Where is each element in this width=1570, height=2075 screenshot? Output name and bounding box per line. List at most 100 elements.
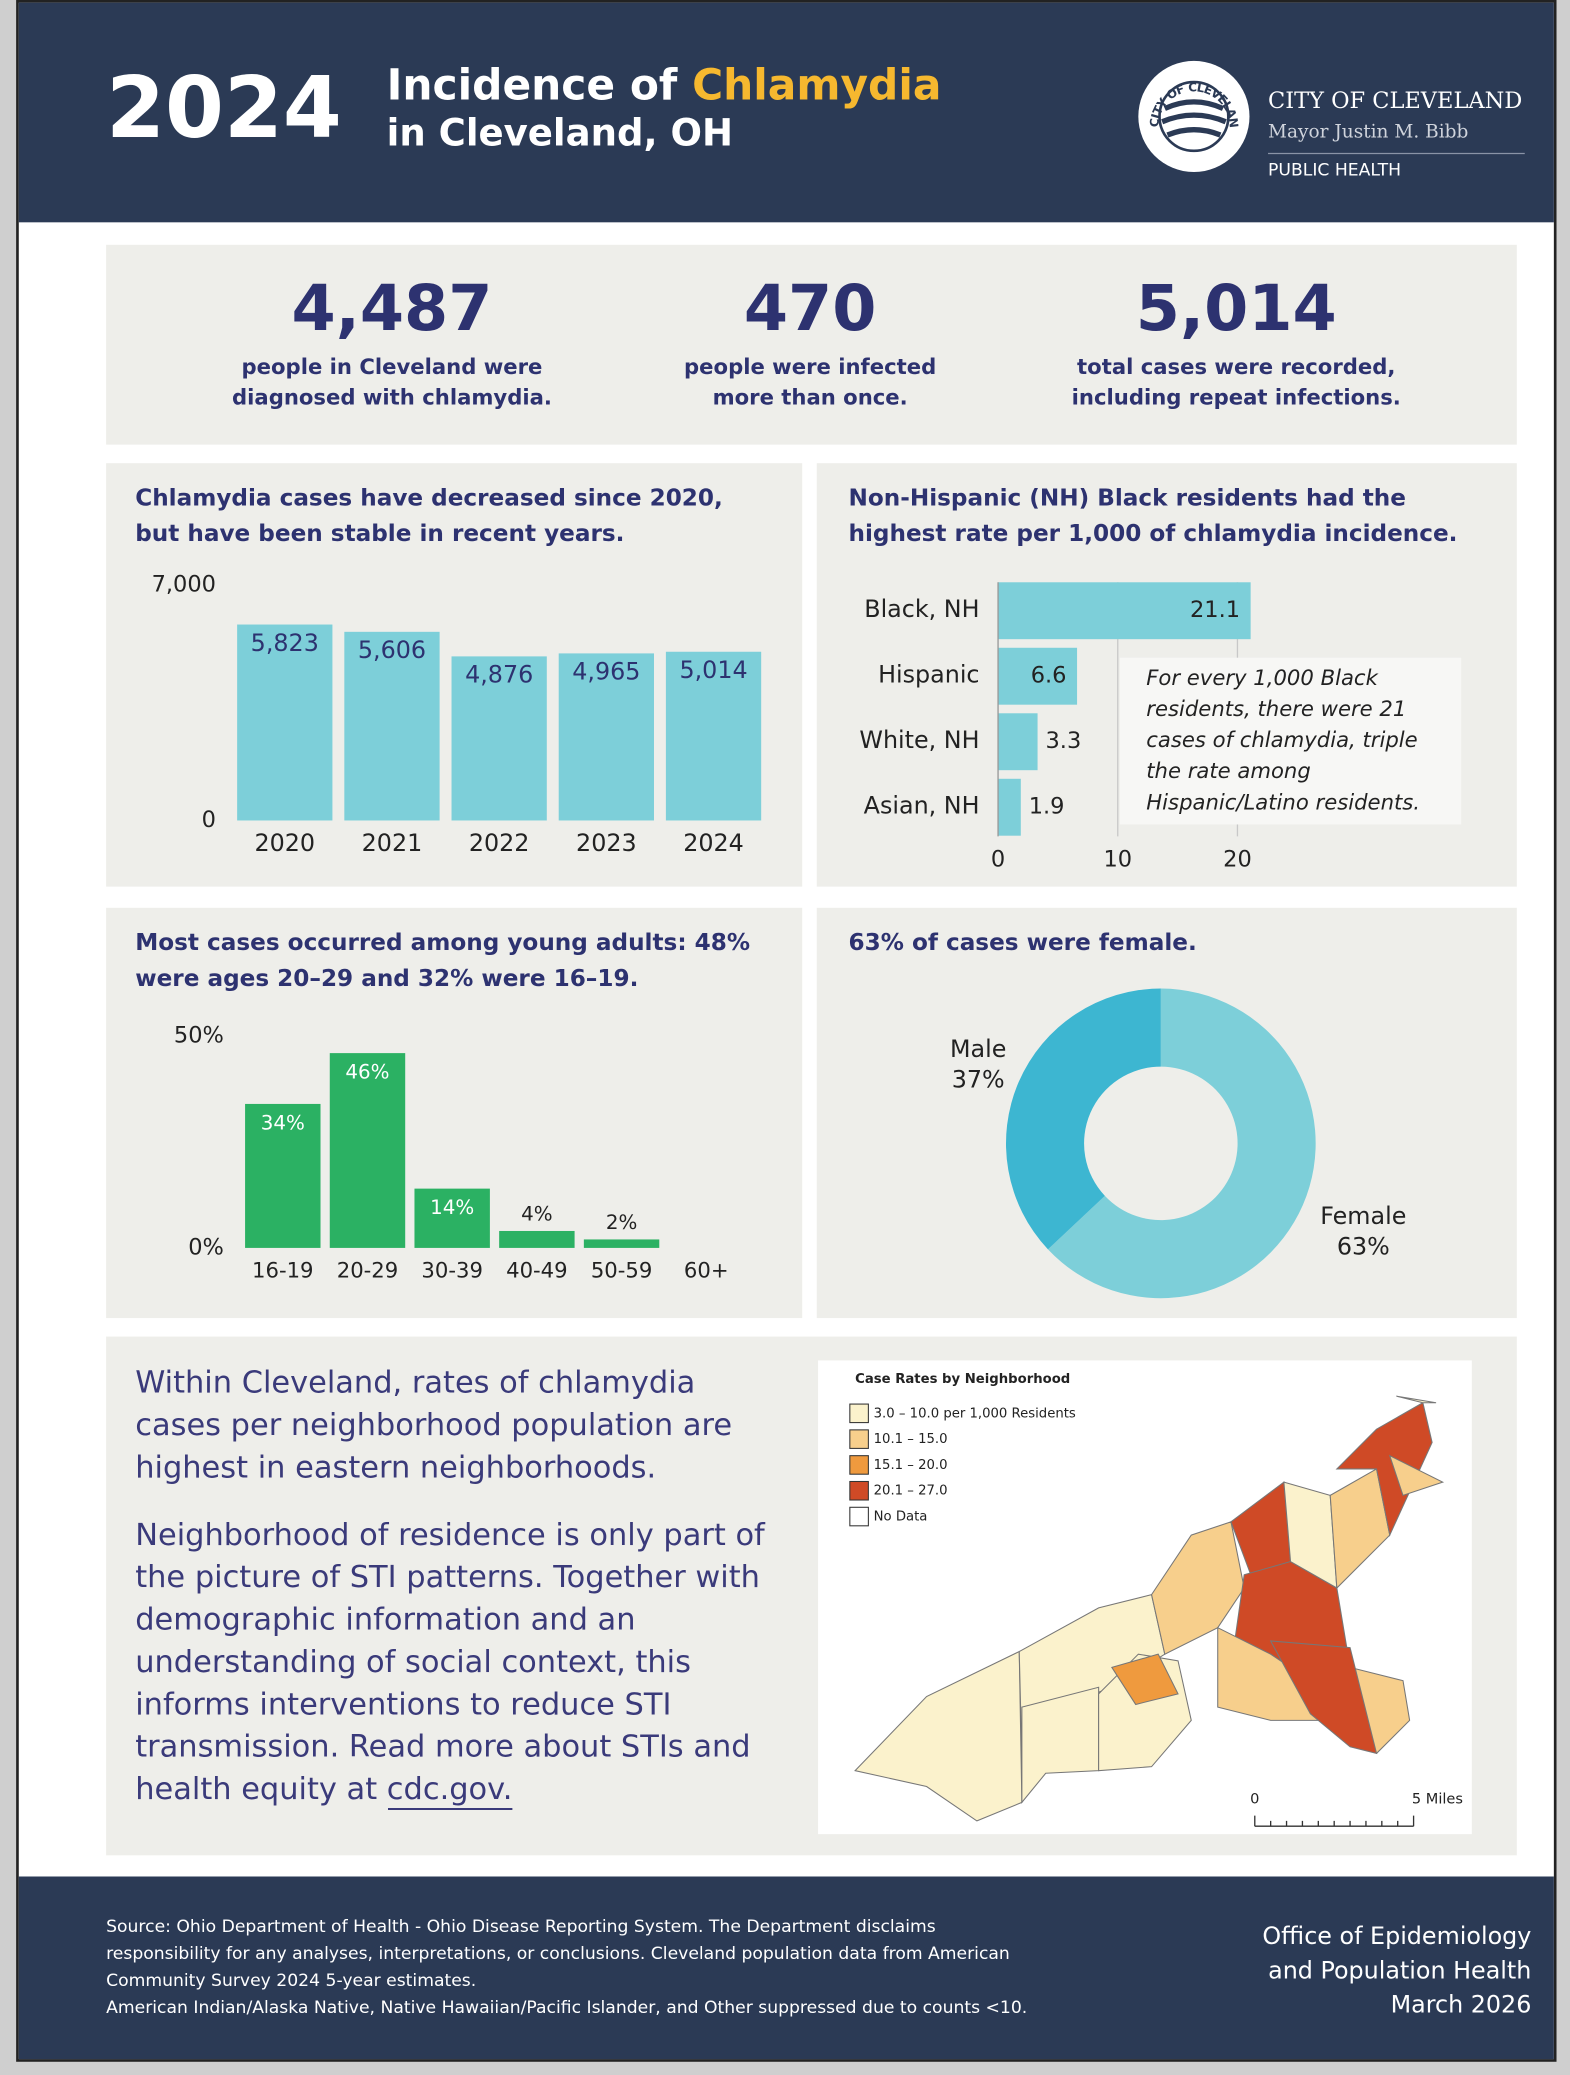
map xyxy=(854,1395,1445,1822)
bar xyxy=(998,778,1021,836)
legend-swatch xyxy=(849,1480,869,1501)
value-label: 3.3 xyxy=(1045,728,1081,754)
value-label: 5,014 xyxy=(679,656,747,684)
paragraph: informs interventions to reduce STI xyxy=(135,1687,671,1722)
y-tick-label: Hispanic xyxy=(878,661,979,689)
paragraph: the picture of STI patterns. Together wi… xyxy=(135,1560,760,1595)
annotation: residents, there were 21 xyxy=(1146,696,1406,721)
x-tick-label: 20 xyxy=(1223,847,1252,873)
seal-stripes xyxy=(1161,99,1227,138)
value-label: 5,823 xyxy=(251,629,319,657)
donut-slice xyxy=(1005,988,1161,1250)
chart-title: Most cases occurred among young adults: … xyxy=(135,930,750,956)
stat-value: 4,487 xyxy=(292,271,493,345)
y-tick-label: 0% xyxy=(188,1234,224,1260)
paragraph: demographic information and an xyxy=(135,1603,635,1638)
footer-source: Community Survey 2024 5-year estimates. xyxy=(106,1971,476,1991)
x-tick-label: 60+ xyxy=(684,1258,729,1283)
footer-band xyxy=(18,1876,1554,2060)
y-tick-label: 7,000 xyxy=(152,571,216,597)
value-label: 4,965 xyxy=(572,658,640,686)
x-tick-label: 10 xyxy=(1103,847,1132,873)
map-area xyxy=(1269,1640,1378,1755)
x-tick-label: 20-29 xyxy=(337,1258,398,1283)
year: 2024 xyxy=(106,58,342,157)
stat-label: people were infected xyxy=(684,354,936,379)
bar xyxy=(237,624,333,821)
legend-label: No Data xyxy=(874,1510,928,1525)
paragraph: cases per neighborhood population are xyxy=(135,1408,732,1443)
scale-label: 5 Miles xyxy=(1412,1791,1463,1808)
paragraph: Neighborhood of residence is only part o… xyxy=(135,1518,766,1553)
y-tick-label: Black, NH xyxy=(864,595,979,623)
x-tick-label: 30-39 xyxy=(421,1258,482,1283)
stat-value: 470 xyxy=(744,271,877,345)
header-band xyxy=(18,2,1554,223)
value-label: 14% xyxy=(430,1196,474,1219)
map-area xyxy=(1396,1395,1437,1404)
annotation: the rate among xyxy=(1146,758,1311,783)
title-line2: in Cleveland, OH xyxy=(387,111,733,154)
x-tick-label: 50-59 xyxy=(591,1258,652,1283)
footer-source: responsibility for any analyses, interpr… xyxy=(106,1944,1010,1964)
value-label: 6.6 xyxy=(1031,663,1067,689)
footer-source: American Indian/Alaska Native, Native Ha… xyxy=(106,1998,1027,2018)
bar xyxy=(414,1188,490,1248)
value-label: 4,876 xyxy=(465,661,533,689)
bar xyxy=(998,713,1038,771)
map-area xyxy=(1021,1686,1100,1804)
legend-label: 15.1 – 20.0 xyxy=(874,1458,948,1473)
stat-label: total cases were recorded, xyxy=(1077,354,1395,379)
value-label: 4% xyxy=(521,1203,552,1226)
legend-label: 20.1 – 27.0 xyxy=(874,1484,948,1499)
x-tick-label: 2022 xyxy=(469,829,530,857)
paragraph: health equity at cdc.gov. xyxy=(135,1772,512,1807)
chart-title: Chlamydia cases have decreased since 202… xyxy=(135,485,723,511)
title-start: Incidence of xyxy=(387,60,692,109)
y-tick-label: White, NH xyxy=(859,726,979,754)
bar xyxy=(329,1053,406,1248)
bar xyxy=(558,653,654,821)
paragraph: Within Cleveland, rates of chlamydia xyxy=(135,1366,695,1401)
chart-title: but have been stable in recent years. xyxy=(135,521,624,547)
legend-label: 10.1 – 15.0 xyxy=(874,1432,948,1447)
stat-value: 5,014 xyxy=(1136,271,1337,345)
slice-value: 37% xyxy=(952,1066,1005,1094)
stat-label: more than once. xyxy=(713,384,908,409)
department: PUBLIC HEALTH xyxy=(1268,161,1401,181)
footer-source: Source: Ohio Department of Health - Ohio… xyxy=(106,1917,936,1937)
value-label: 46% xyxy=(345,1060,389,1083)
chart-title: 63% of cases were female. xyxy=(849,930,1197,956)
slice-label: Female xyxy=(1320,1202,1406,1230)
annotation: cases of chlamydia, triple xyxy=(1146,727,1417,752)
slice-label: Male xyxy=(950,1035,1006,1063)
annotation: For every 1,000 Black xyxy=(1146,665,1378,690)
donut-slice xyxy=(1047,988,1316,1299)
legend-swatch xyxy=(849,1429,869,1449)
legend-swatch xyxy=(849,1506,869,1527)
legend-label: 3.0 – 10.0 per 1,000 Residents xyxy=(874,1406,1076,1421)
x-tick-label: 2020 xyxy=(254,829,315,857)
y-tick-label: 50% xyxy=(174,1023,224,1049)
annotation: Hispanic/Latino residents. xyxy=(1146,789,1420,814)
x-tick-label: 40-49 xyxy=(506,1258,567,1283)
y-tick-label: Asian, NH xyxy=(864,792,980,820)
mayor: Mayor Justin M. Bibb xyxy=(1268,121,1468,142)
map-area xyxy=(1388,1454,1445,1497)
x-tick-label: 16-19 xyxy=(252,1258,313,1283)
bar xyxy=(245,1103,321,1248)
x-tick-label: 2023 xyxy=(576,829,637,857)
title-highlight: Chlamydia xyxy=(692,60,941,109)
footer-office: Office of Epidemiology xyxy=(1262,1922,1531,1950)
map-title: Case Rates by Neighborhood xyxy=(855,1372,1070,1387)
footer-office: March 2026 xyxy=(1391,1991,1532,2019)
x-tick-label: 2021 xyxy=(362,829,423,857)
bar xyxy=(998,647,1078,705)
value-label: 1.9 xyxy=(1029,794,1065,820)
footer-office: and Population Health xyxy=(1268,1956,1531,1984)
paragraph: highest in eastern neighborhoods. xyxy=(135,1450,656,1485)
bar xyxy=(998,582,1251,640)
map-area xyxy=(1111,1653,1179,1706)
legend-swatch xyxy=(849,1455,869,1475)
